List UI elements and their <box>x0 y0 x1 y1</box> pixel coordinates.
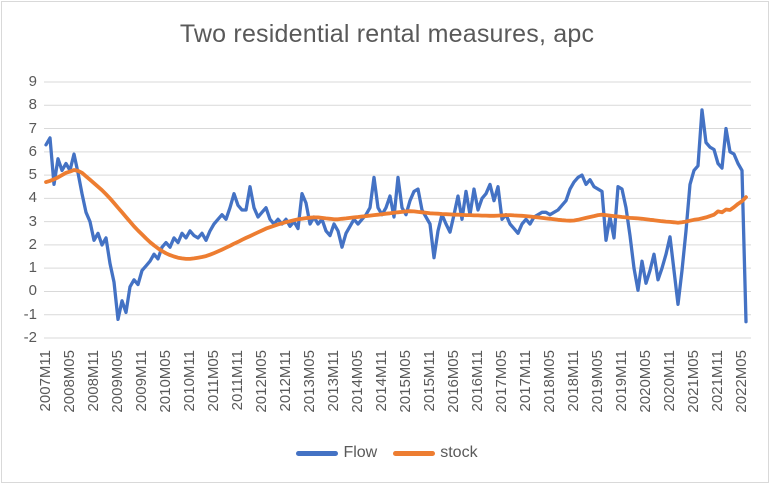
y-axis-tick-label: -2 <box>23 329 37 346</box>
y-axis-tick-label: 7 <box>28 119 37 137</box>
x-axis-tick-label: 2012M05 <box>253 350 270 413</box>
x-axis-tick-label: 2008M11 <box>85 350 102 412</box>
stock-line-swatch <box>393 450 436 456</box>
x-axis-tick-label: 2014M05 <box>349 350 366 413</box>
x-axis-tick-label: 2015M11 <box>421 350 438 412</box>
x-axis-tick-label: 2008M05 <box>61 350 78 413</box>
x-axis-tick-label: 2009M05 <box>109 350 126 413</box>
y-axis-tick-label: 2 <box>28 235 37 253</box>
legend: Flow stock <box>0 444 774 462</box>
y-axis-tick-label: 0 <box>28 282 37 300</box>
x-axis-tick-label: 2021M05 <box>685 350 702 413</box>
x-axis-tick-label: 2011M11 <box>229 350 246 411</box>
y-axis-tick-label: 4 <box>28 189 37 207</box>
y-axis-tick-label: 3 <box>28 212 37 230</box>
y-axis-tick-label: 9 <box>28 73 37 90</box>
x-axis-tick-label: 2022M05 <box>733 350 750 413</box>
flow-line-swatch <box>296 450 339 456</box>
x-axis-tick-label: 2019M05 <box>589 350 606 413</box>
y-axis-tick-label: 6 <box>28 142 37 160</box>
x-axis-tick-label: 2021M11 <box>709 350 726 412</box>
legend-label-stock: stock <box>440 444 478 461</box>
x-axis-tick-label: 2010M05 <box>157 350 174 413</box>
flow-series-line[interactable] <box>44 108 748 324</box>
stock-series-line[interactable] <box>44 168 748 261</box>
x-axis-tick-label: 2017M05 <box>493 350 510 413</box>
x-axis-tick-label: 2020M05 <box>637 350 654 413</box>
x-axis-tick-label: 2011M05 <box>205 350 222 412</box>
legend-label-flow: Flow <box>343 444 378 461</box>
x-axis-tick-label: 2016M05 <box>445 350 462 413</box>
x-axis-tick-label: 2013M11 <box>325 350 342 412</box>
y-axis-tick-label: 1 <box>28 259 37 277</box>
x-axis-tick-label: 2014M11 <box>373 350 390 412</box>
x-axis-tick-label: 2012M11 <box>277 350 294 412</box>
x-axis-tick-label: 2015M05 <box>397 350 414 413</box>
x-axis-tick-label: 2016M11 <box>469 350 486 412</box>
x-axis-tick-label: 2010M11 <box>181 350 198 412</box>
x-axis-tick-label: 2018M11 <box>565 350 582 412</box>
x-axis-tick-label: 2013M05 <box>301 350 318 413</box>
y-axis-tick-label: -1 <box>23 305 37 323</box>
x-axis-tick-label: 2017M11 <box>517 350 534 412</box>
x-axis-tick-label: 2019M11 <box>613 350 630 412</box>
x-axis-tick-label: 2007M11 <box>37 350 54 412</box>
x-axis-tick-label: 2009M11 <box>133 350 150 412</box>
chart-title: Two residential rental measures, apc <box>179 20 595 48</box>
x-axis-tick-label: 2018M05 <box>541 350 558 413</box>
legend-item-flow[interactable]: Flow <box>296 444 377 462</box>
legend-item-stock[interactable]: stock <box>393 444 478 462</box>
y-axis-tick-label: 8 <box>28 96 37 114</box>
y-axis-tick-label: 5 <box>28 166 37 184</box>
x-axis-tick-label: 2020M11 <box>661 350 678 412</box>
